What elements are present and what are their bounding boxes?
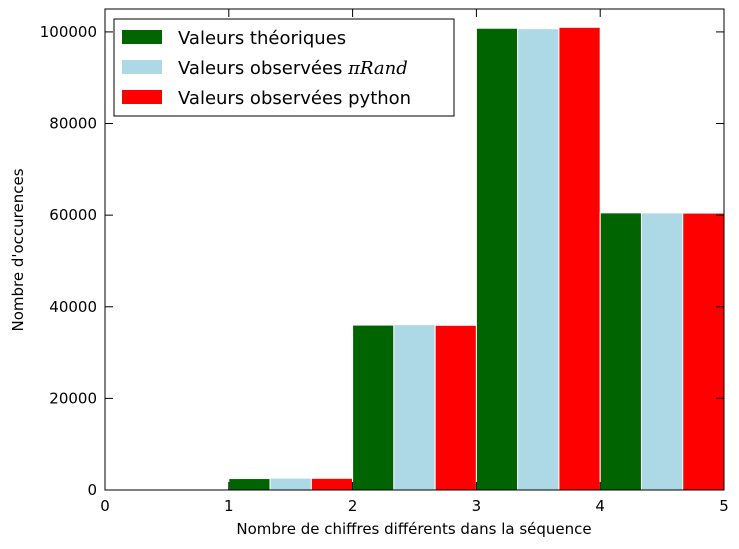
bar-series-0-x-4 xyxy=(599,212,642,491)
y-tick-label: 0 xyxy=(87,481,97,499)
legend-label-series-1: Valeurs observées πRand xyxy=(178,58,408,79)
bars-group xyxy=(228,26,725,491)
bar-series-0-x-2 xyxy=(352,324,395,491)
legend: Valeurs théoriques Valeurs observées πRa… xyxy=(113,18,455,117)
bar-series-0-x-1 xyxy=(228,478,271,491)
x-tick-label: 1 xyxy=(224,497,234,515)
y-axis: 0 20000 40000 60000 80000 100000 xyxy=(40,23,724,499)
y-tick-label: 80000 xyxy=(49,115,97,133)
y-axis-title: Nombre d'occurences xyxy=(9,168,27,331)
legend-label-series-1-text: Valeurs observées xyxy=(178,58,348,79)
legend-label-series-1-math: πRand xyxy=(347,58,408,79)
legend-label-series-0: Valeurs théoriques xyxy=(178,28,346,49)
y-tick-label: 40000 xyxy=(49,298,97,316)
x-tick-label: 0 xyxy=(100,497,110,515)
bar-series-1-x-3 xyxy=(517,28,560,491)
bar-series-1-x-2 xyxy=(393,324,436,491)
x-axis: 0 1 2 3 4 5 xyxy=(100,9,729,515)
bar-series-2-x-1 xyxy=(310,477,354,491)
bar-series-2-x-3 xyxy=(558,26,601,491)
y-tick-label: 100000 xyxy=(40,23,97,41)
x-axis-title: Nombre de chiffres différents dans la sé… xyxy=(236,520,591,538)
x-tick-label: 2 xyxy=(348,497,358,515)
legend-label-series-2: Valeurs observées python xyxy=(178,88,411,109)
y-tick-label: 60000 xyxy=(49,206,97,224)
legend-frame xyxy=(113,18,455,117)
x-tick-label: 5 xyxy=(719,497,729,515)
legend-swatch-series-1 xyxy=(122,60,162,74)
x-tick-label: 4 xyxy=(595,497,605,515)
bar-series-2-x-2 xyxy=(434,324,477,491)
bar-series-1-x-4 xyxy=(640,212,684,491)
bar-series-1-x-1 xyxy=(269,477,312,491)
x-tick-label: 3 xyxy=(472,497,482,515)
legend-swatch-series-2 xyxy=(122,90,162,104)
y-tick-label: 20000 xyxy=(49,389,97,407)
legend-swatch-series-0 xyxy=(122,30,162,44)
bar-series-2-x-4 xyxy=(682,212,725,491)
plot-frame xyxy=(104,8,725,491)
bar-series-0-x-3 xyxy=(475,27,519,491)
